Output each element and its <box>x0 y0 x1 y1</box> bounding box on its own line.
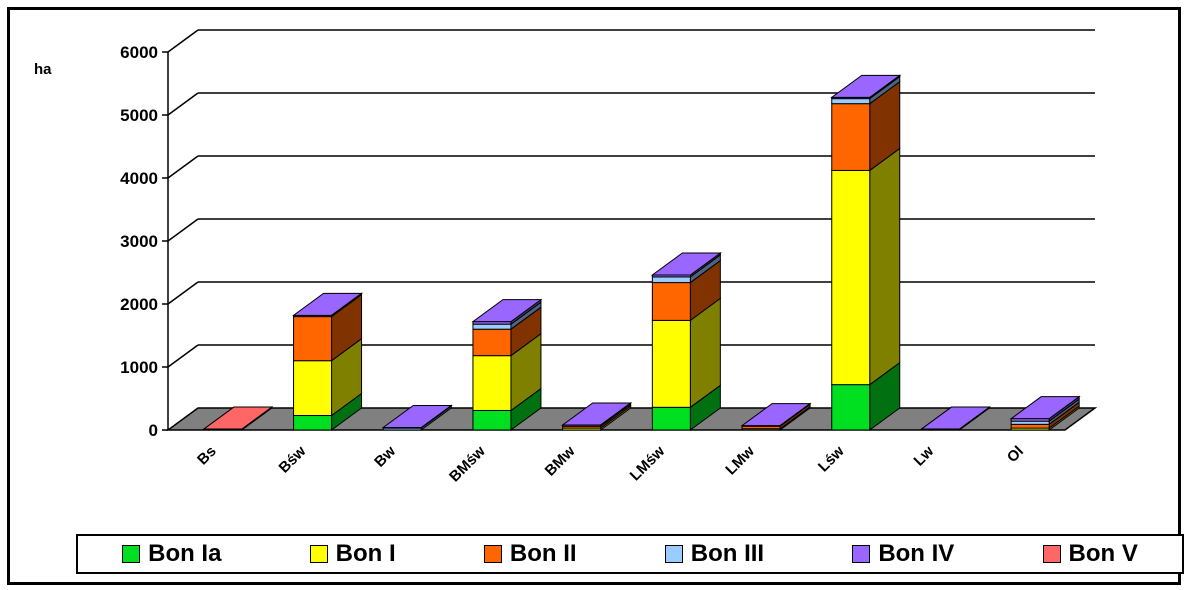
x-tick-label: LMw <box>722 443 758 479</box>
legend-item-bon-i: Bon I <box>309 540 396 568</box>
y-tick-label: 1000 <box>120 358 158 377</box>
x-tick-label: Ol <box>1004 443 1027 466</box>
bar-segment <box>472 355 512 411</box>
x-tick-label: Bs <box>194 443 220 469</box>
y-tick-label: 2000 <box>120 295 158 314</box>
bar-stack <box>740 402 812 431</box>
bar-segment <box>472 409 512 431</box>
bar-segment <box>472 323 512 330</box>
bar-segment <box>831 103 871 171</box>
legend-label: Bon V <box>1068 540 1138 567</box>
x-tick-label: Bśw <box>276 443 310 477</box>
chart-frame <box>7 7 1181 585</box>
legend-label: Bon Ia <box>148 540 222 567</box>
bar-segment <box>293 360 333 417</box>
bar-top <box>919 406 991 430</box>
legend-item-bon-ia: Bon Ia <box>122 540 221 568</box>
bar-stack <box>471 298 543 431</box>
legend-swatch <box>122 545 141 563</box>
x-tick-label: LMśw <box>627 443 669 485</box>
legend-item-bon-v: Bon V <box>1042 540 1138 568</box>
bar-stack <box>202 406 274 431</box>
bar-segment <box>831 98 871 105</box>
bar-top <box>650 252 722 276</box>
y-tick-label: 5000 <box>120 106 158 125</box>
gridline-slant <box>167 155 199 179</box>
bar-segment <box>293 415 333 431</box>
legend-label: Bon I <box>335 540 396 567</box>
gridline-slant <box>167 281 199 305</box>
gridline-slant <box>167 92 199 116</box>
bar-stack <box>292 292 364 431</box>
y-axis-label: ha <box>34 61 52 78</box>
bar-segment <box>651 319 691 408</box>
bar-stack <box>561 401 633 431</box>
gridline-slant <box>167 218 199 242</box>
y-tick-label: 4000 <box>120 169 158 188</box>
bar-segment <box>831 169 871 386</box>
bar-top <box>830 74 902 98</box>
bar-segment <box>472 328 512 357</box>
y-tick-label: 6000 <box>120 43 158 62</box>
bar-stack <box>830 74 902 431</box>
bar-top <box>202 406 274 430</box>
bar-segment <box>831 384 871 431</box>
bar-stack <box>381 404 453 431</box>
bar-top <box>740 403 812 427</box>
bar-segment <box>293 316 333 362</box>
bars-layer <box>202 74 1081 431</box>
bar-segment <box>651 276 691 284</box>
x-tick-label: Bw <box>371 443 399 471</box>
x-tick-label: Lśw <box>815 443 848 476</box>
bar-segment <box>651 406 691 431</box>
legend-label: Bon IV <box>878 540 955 567</box>
bar-top <box>471 299 543 323</box>
legend-swatch <box>664 545 683 563</box>
x-axis-ticks: Bs Bśw Bw BMśw BMw LMśw LMw Lśw Lw Ol <box>194 443 1027 486</box>
legend-swatch <box>1042 545 1061 563</box>
legend-item-bon-ii: Bon II <box>483 540 577 568</box>
legend-swatch <box>483 545 502 563</box>
y-tick-label: 0 <box>149 421 158 440</box>
legend-label: Bon II <box>509 540 577 567</box>
legend-item-bon-iii: Bon III <box>664 540 765 568</box>
bar-stack <box>1009 395 1081 431</box>
y-tick-label: 3000 <box>120 232 158 251</box>
y-axis-ticks: 0 1000 2000 3000 4000 5000 6000 <box>120 43 169 440</box>
gridline-slant <box>167 29 199 53</box>
bar-stack <box>919 406 991 431</box>
bar-top <box>1009 396 1081 420</box>
gridline-slant <box>167 344 199 368</box>
bar-segment <box>1010 423 1050 429</box>
bar-top <box>292 292 364 316</box>
legend-swatch <box>852 545 871 563</box>
x-tick-label: BMw <box>542 443 579 480</box>
bar-top <box>561 402 633 426</box>
bar-segment-side <box>869 147 901 386</box>
bar-top <box>381 404 453 428</box>
x-tick-label: BMśw <box>446 443 489 486</box>
bar-stack <box>650 252 722 431</box>
legend-item-bon-iv: Bon IV <box>852 540 954 568</box>
legend-swatch <box>309 545 328 563</box>
legend: Bon Ia Bon I Bon II Bon III Bon IV Bon V <box>76 534 1184 574</box>
legend-label: Bon III <box>690 540 765 567</box>
bar-segment <box>651 282 691 321</box>
x-tick-label: Lw <box>911 443 938 470</box>
